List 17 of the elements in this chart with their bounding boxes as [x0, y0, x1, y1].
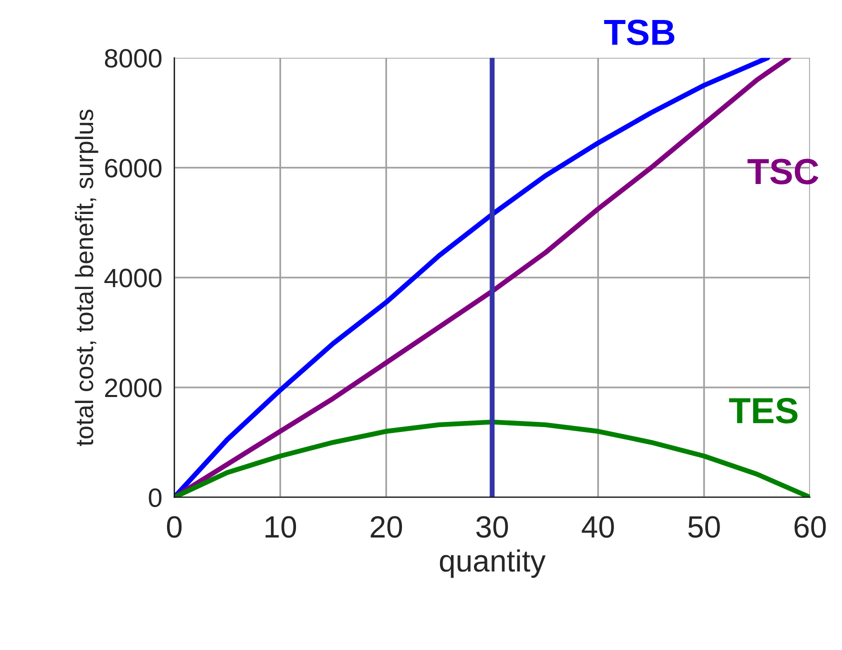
x-tick-label: 60 [794, 516, 826, 538]
y-axis-title: total cost, total benefit, surplus [74, 110, 98, 446]
series-label: TSB [604, 20, 674, 46]
x-tick-label: 20 [370, 516, 402, 538]
x-tick-label: 50 [688, 516, 720, 538]
y-tick-label: 4000 [104, 268, 162, 288]
x-tick-label: 40 [582, 516, 614, 538]
y-tick-label: 8000 [104, 48, 162, 68]
x-axis-title: quantity [440, 549, 546, 578]
series-label: TES [729, 398, 798, 424]
x-tick-label: 10 [266, 516, 296, 538]
y-tick-label: 6000 [105, 158, 162, 178]
y-tick-label: 2000 [105, 378, 162, 398]
y-tick-label: 0 [148, 488, 162, 508]
series-label: TSC [748, 158, 818, 184]
x-tick-label: 30 [476, 516, 508, 538]
x-tick-label: 0 [166, 516, 182, 538]
